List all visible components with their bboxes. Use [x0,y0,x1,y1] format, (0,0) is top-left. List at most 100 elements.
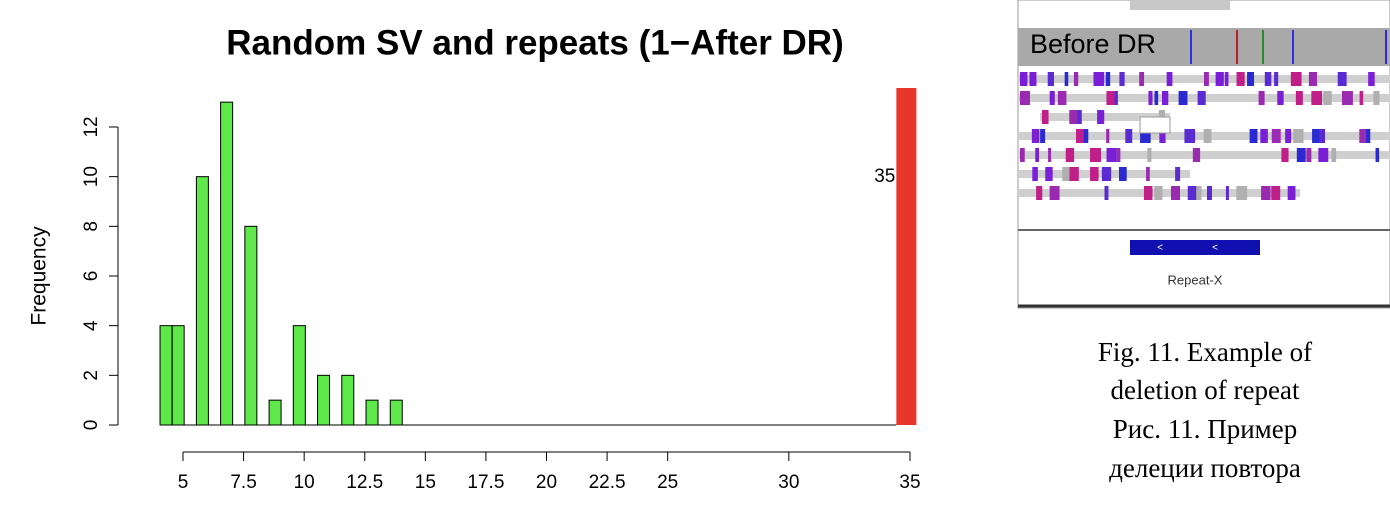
read-block [1102,167,1111,181]
data-label: 35 [874,166,895,187]
read-block [1368,72,1375,86]
variant-mark [1190,30,1192,64]
bar [342,375,354,425]
read-block [1261,186,1271,200]
top-track [1130,0,1230,10]
read-block [1090,167,1099,181]
read-block [1277,91,1283,105]
read-block [1250,129,1258,143]
read-block [1293,129,1303,143]
read-block [1323,91,1332,105]
read-block [1097,110,1104,124]
read-block [1291,72,1302,86]
variant-mark [1262,30,1264,64]
y-tick-label: 12 [81,116,102,137]
read-block [1074,72,1078,86]
read-block [1035,148,1039,162]
read-block [1107,148,1117,162]
read-block [1204,72,1209,86]
strand-arrow: < [1157,243,1163,254]
bar [390,400,402,425]
read-block [1020,72,1027,86]
read-block [1366,129,1370,143]
read-block [1147,148,1151,162]
read-block [1225,72,1229,86]
read-block [1066,148,1074,162]
read-block [1154,186,1162,200]
read-block [1271,186,1280,200]
x-tick-label: 22.5 [589,472,626,493]
read-block [1048,72,1054,86]
read-block [1154,91,1158,105]
read-block [1319,129,1325,143]
read-block [1058,91,1067,105]
read-block [1296,91,1303,105]
read-block [1318,148,1328,162]
figure: Random SV and repeats (1−After DR) Frequ… [0,0,1390,525]
read-block [1175,167,1180,181]
bar [318,375,330,425]
read-block [1216,72,1224,86]
read-block [1274,72,1278,86]
page: {"chart_data": {"type": "bar", "title": … [0,0,1390,525]
read-block [1032,167,1038,181]
read-block [1036,186,1042,200]
variant-mark [1292,30,1294,64]
read-block [1020,91,1030,105]
read-block [1040,129,1045,143]
repeat-feature [1130,240,1260,255]
read-block [1083,129,1088,143]
bar [366,400,378,425]
read-block [1184,129,1195,143]
variant-mark [1385,30,1387,64]
bar [269,400,281,425]
bar [293,326,305,425]
read-block [1020,148,1025,162]
caption-line: делеции повтора [1109,453,1301,483]
read-block [1167,72,1173,86]
bar [160,326,172,425]
read-block [1104,186,1108,200]
read-block [1050,91,1055,105]
read-block [1306,148,1311,162]
caption-line: Рис. 11. Пример [1113,414,1297,444]
read-block [1076,129,1083,143]
read-block [1281,148,1288,162]
bar [245,226,257,425]
read-block [1204,129,1212,143]
x-tick-label: 10 [294,472,315,493]
read-block [1144,186,1153,200]
read-block [1065,72,1069,86]
plot [160,0,916,425]
read-block [1117,148,1121,162]
read-block [1272,129,1281,143]
y-tick-label: 10 [81,166,102,187]
read-block [1288,186,1296,200]
read-block [1146,167,1150,181]
read-block [1069,167,1078,181]
read-block [1311,91,1322,105]
y-tick-label: 2 [81,370,102,381]
read-block [1077,110,1081,124]
read-block [1360,91,1364,105]
y-tick-label: 8 [81,221,102,232]
read-block [1162,91,1168,105]
read-block [1042,110,1049,124]
chart-title: Random SV and repeats (1−After DR) [226,23,844,62]
y-axis-label: Frequency [28,226,51,326]
read-block [1338,72,1347,86]
strand-arrow: < [1212,243,1218,254]
read-block [1309,72,1317,86]
read-block [1119,72,1124,86]
read-block [1297,148,1306,162]
read-block [1093,72,1104,86]
read-block [1114,91,1117,105]
x-tick-label: 12.5 [346,472,383,493]
x-tick-label: 25 [657,472,678,493]
read-block [1236,186,1247,200]
read-block [1265,72,1272,86]
read-block [1048,148,1051,162]
track-label: Repeat-X [1168,272,1223,287]
y-tick-label: 6 [81,271,102,282]
read-gap [1140,117,1170,133]
